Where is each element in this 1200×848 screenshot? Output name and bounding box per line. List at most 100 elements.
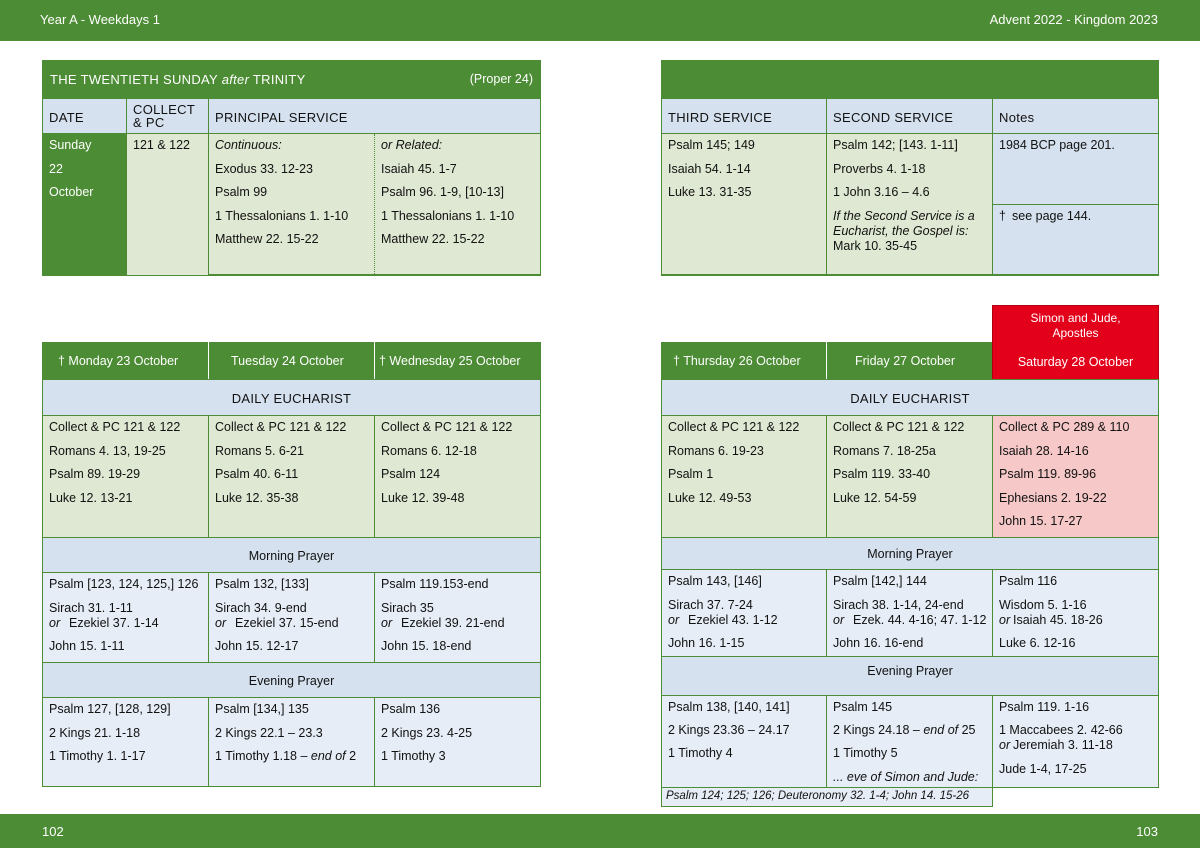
evening-prayer-cell: Psalm [134,] 135 2 Kings 22.1 – 23.3 1 T… [208,697,375,787]
reading: Luke 12. 35-38 [215,491,299,505]
reading: 1 Maccabees 2. 42-66 [999,723,1123,737]
reading: Ephesians 2. 19-22 [999,491,1107,505]
reading: Psalm 119. 1-16 [999,700,1090,714]
col-header-date: DATE [42,98,127,134]
or-label: or [381,616,393,630]
reading: Psalm 127, [128, 129] [49,702,171,716]
day-label: † Thursday 26 October [673,354,801,368]
reading: Psalm 96. 1-9, [10-13] [381,185,504,199]
page-header: Year A - Weekdays 1 Advent 2022 - Kingdo… [0,0,1200,41]
eve-readings-cell: Psalm 124; 125; 126; Deuteronomy 32. 1-4… [661,787,993,807]
collect-value: 121 & 122 [133,138,190,152]
reading: 1 Timothy 1. 1-17 [49,749,146,763]
sunday-title: THE TWENTIETH SUNDAY after TRINITY [50,72,306,87]
reading: 2 Kings 23.36 – 24.17 [668,723,790,737]
second-service-note: Eucharist, the Gospel is: [833,224,969,238]
col-header-notes-label: Notes [999,110,1035,125]
reading: 1 Thessalonians 1. 1-10 [381,209,515,223]
reading: Luke 12. 49-53 [668,491,752,505]
related-label: or Related: [381,138,443,152]
reading: Psalm [123, 124, 125,] 126 [49,577,199,591]
reading: 1 Timothy 5 [833,746,898,760]
morning-prayer-header: Morning Prayer [661,537,1159,570]
reading: Collect & PC 121 & 122 [381,420,513,434]
reading: Psalm 40. 6-11 [215,467,299,481]
evening-prayer-title: Evening Prayer [867,664,953,678]
or-label: or [999,613,1011,627]
morning-prayer-title: Morning Prayer [867,547,953,561]
col-header-collect-label: COLLECT & PC [133,102,196,130]
reading: Ezekiel 37. 1-14 [69,616,159,630]
second-service-note: If the Second Service is a [833,209,975,223]
daily-eucharist-title: DAILY EUCHARIST [850,391,970,406]
col-header-collect: COLLECT & PC [126,98,209,134]
morning-prayer-cell: Psalm 132, [133] Sirach 34. 9-end or Eze… [208,572,375,663]
eve-label: ... eve of Simon and Jude: [833,770,979,784]
reading: Psalm 99 [215,185,268,199]
reading: Psalm 89. 19-29 [49,467,141,481]
eucharist-cell: Collect & PC 121 & 122 Romans 4. 13, 19-… [42,415,209,538]
sunday-collect-cell: 121 & 122 [126,133,209,276]
reading: John 16. 1-15 [668,636,745,650]
col-header-principal-label: PRINCIPAL SERVICE [215,110,348,125]
evening-prayer-cell: Psalm 136 2 Kings 23. 4-25 1 Timothy 3 [374,697,541,787]
reading: Collect & PC 121 & 122 [49,420,181,434]
reading: Psalm [134,] 135 [215,702,309,716]
reading: 2 Kings 22.1 – 23.3 [215,726,323,740]
sunday-title-bar: THE TWENTIETH SUNDAY after TRINITY (Prop… [42,60,541,98]
page-number-right: 103 [1136,824,1158,839]
day-header: † Thursday 26 October [661,342,827,380]
page-number-left: 102 [42,824,64,839]
col-header-second: SECOND SERVICE [826,98,993,134]
reading: Collect & PC 121 & 122 [215,420,347,434]
reading: Psalm 145; 149 [668,138,755,152]
day-header: Tuesday 24 October [208,342,374,380]
reading: Sirach 35 [381,601,434,615]
proper-label: (Proper 24) [469,72,533,86]
continuous-label: Continuous: [215,138,282,152]
eucharist-cell: Collect & PC 121 & 122 Romans 6. 19-23 P… [661,415,827,538]
morning-prayer-cell: Psalm 116 Wisdom 5. 1-16 or Isaiah 45. 1… [992,569,1159,657]
morning-prayer-header: Morning Prayer [42,537,541,573]
eve-readings: Psalm 124; 125; 126; Deuteronomy 32. 1-4… [666,790,970,802]
reading: Psalm 119. 33-40 [833,467,931,481]
saturday-feast-header: Simon and Jude, Apostles Saturday 28 Octo… [992,305,1159,380]
eucharist-cell: Collect & PC 121 & 122 Romans 7. 18-25a … [826,415,993,538]
notes-cell-2: † see page 144. [992,204,1159,276]
reading: Ezek. 44. 4-16; 47. 1-12 [853,613,987,627]
reading: Ezekiel 37. 15-end [235,616,339,630]
date-line: 22 [49,162,63,176]
left-days-header: † Monday 23 October Tuesday 24 October †… [42,342,541,380]
reading: Psalm 143, [146] [668,574,762,588]
reading: Psalm 124 [381,467,441,481]
sunday-date-cell: Sunday 22 October [42,133,127,276]
note-text: 1984 BCP page 201. [999,138,1115,152]
day-label: Saturday 28 October [1017,355,1134,369]
morning-prayer-cell: Psalm [142,] 144 Sirach 38. 1-14, 24-end… [826,569,993,657]
col-header-second-label: SECOND SERVICE [833,110,954,125]
or-label: or [49,616,61,630]
col-header-third: THIRD SERVICE [661,98,827,134]
dotted-divider [374,134,375,274]
reading: Sirach 38. 1-14, 24-end [833,598,964,612]
reading: Psalm 116 [999,574,1058,588]
date-line: Sunday [49,138,92,152]
or-label: or [215,616,227,630]
reading: 1 John 3.16 – 4.6 [833,185,930,199]
reading: John 15. 1-11 [49,639,125,653]
reading: Psalm 119.153-end [381,577,489,591]
reading: Luke 13. 31-35 [668,185,752,199]
reading: Romans 4. 13, 19-25 [49,444,166,458]
reading: Ezekiel 39. 21-end [401,616,505,630]
morning-prayer-cell: Psalm 119.153-end Sirach 35 or Ezekiel 3… [374,572,541,663]
daily-eucharist-header: DAILY EUCHARIST [42,379,541,416]
reading: 1 Timothy 1.18 – end of 2 [215,749,357,763]
reading: John 16. 16-end [833,636,924,650]
reading: Collect & PC 121 & 122 [833,420,965,434]
reading: 1 Timothy 4 [668,746,733,760]
reading: Romans 6. 19-23 [668,444,764,458]
reading: Matthew 22. 15-22 [381,232,485,246]
reading: Luke 12. 13-21 [49,491,133,505]
evening-prayer-cell: Psalm 127, [128, 129] 2 Kings 21. 1-18 1… [42,697,209,787]
day-header: † Wednesday 25 October [374,342,541,380]
